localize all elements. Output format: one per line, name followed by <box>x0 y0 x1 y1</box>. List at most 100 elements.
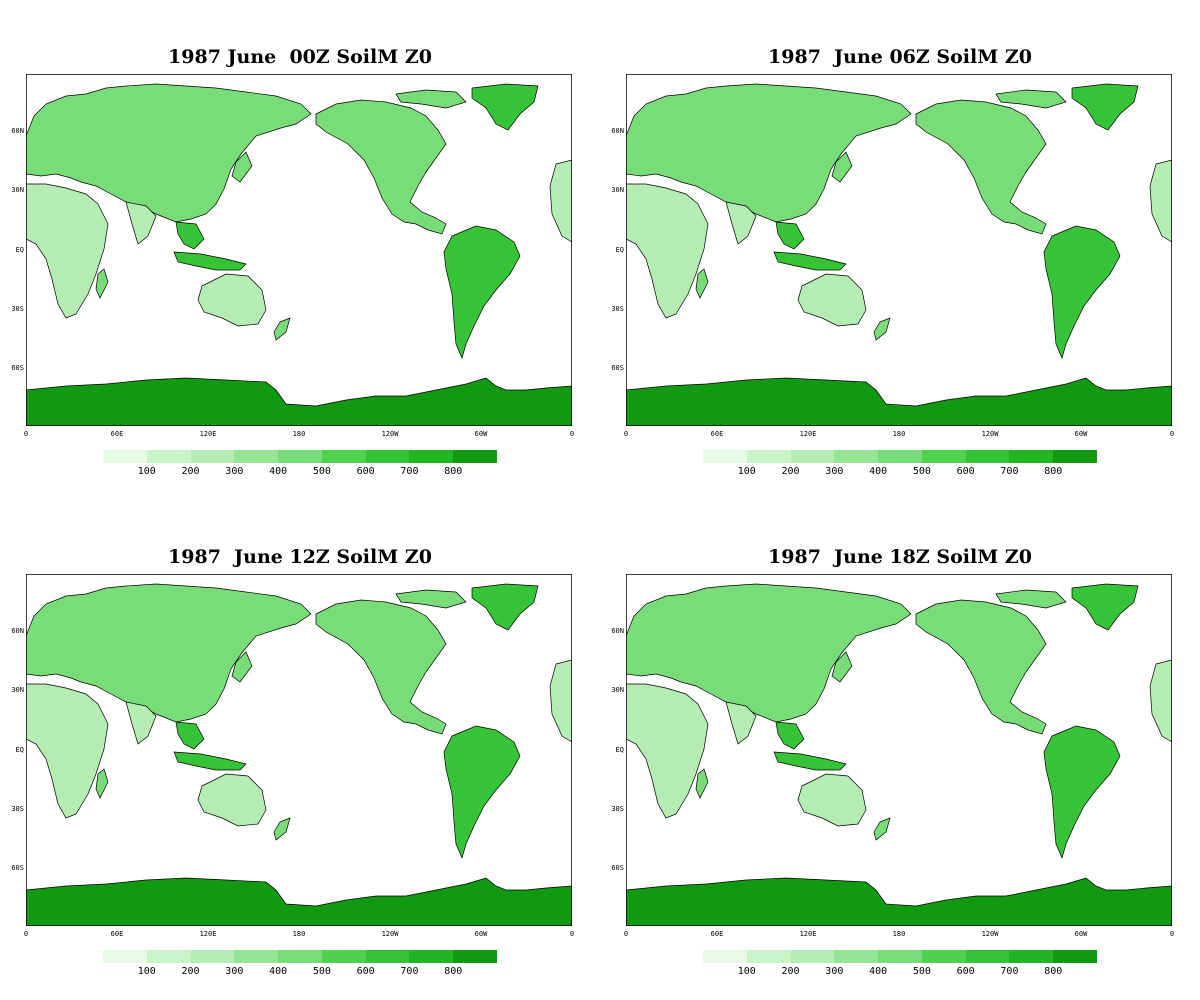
land-india <box>725 201 757 245</box>
colorbar-tick-label: 400 <box>269 466 288 477</box>
lon-label-120w: 120W <box>381 930 399 938</box>
land-north-america <box>915 99 1047 235</box>
lon-label-60e: 60E <box>710 430 724 438</box>
colorbar-swatch-2 <box>746 450 791 463</box>
lon-label-120e: 120E <box>199 430 217 438</box>
colorbar-swatch-4 <box>234 950 279 963</box>
colorbar-swatch-5 <box>878 450 922 463</box>
colorbar <box>103 950 498 963</box>
land-australia <box>797 773 867 827</box>
land-greenland <box>1071 83 1139 131</box>
colorbar-swatch-7 <box>365 950 410 963</box>
lon-label-60e: 60E <box>110 930 124 938</box>
colorbar-swatch-9 <box>1053 950 1098 963</box>
land-japan <box>231 151 253 183</box>
land-seasia <box>775 221 805 250</box>
land-eurasia <box>626 83 912 223</box>
colorbar-tick-label: 300 <box>825 466 844 477</box>
land-arctic-islands <box>395 589 467 609</box>
colorbar-ticks: 100 200 300 400 500 600 700 800 <box>703 466 1097 478</box>
lon-label-0: 0 <box>23 930 29 938</box>
lon-label-120e: 120E <box>199 930 217 938</box>
colorbar-swatch-9 <box>1053 450 1098 463</box>
colorbar <box>103 450 498 463</box>
colorbar-swatch-1 <box>103 950 147 963</box>
colorbar-tick-label: 300 <box>825 966 844 977</box>
land-antarctica <box>626 377 1172 426</box>
land-south-america <box>1043 225 1121 360</box>
land-africa-east-edge <box>1149 159 1172 243</box>
colorbar-tick-label: 400 <box>269 966 288 977</box>
colorbar-tick-label: 800 <box>1044 466 1063 477</box>
land-arctic-islands <box>395 89 467 109</box>
land-north-america <box>315 99 447 235</box>
colorbar-swatch-4 <box>234 450 279 463</box>
land-arctic-islands <box>995 89 1067 109</box>
lat-label-30n: 30N <box>11 686 24 694</box>
colorbar-tick-label: 800 <box>444 966 463 977</box>
colorbar-swatch-7 <box>965 450 1010 463</box>
land-indonesia <box>173 251 247 271</box>
lat-label-30s: 30S <box>11 305 24 313</box>
lat-label-60n: 60N <box>11 627 24 635</box>
land-south-america <box>1043 725 1121 860</box>
land-indonesia <box>773 251 847 271</box>
lat-label-60n: 60N <box>611 127 624 135</box>
land-south-america <box>443 225 521 360</box>
colorbar-swatch-8 <box>409 950 454 963</box>
colorbar-tick-label: 100 <box>737 966 756 977</box>
land-antarctica <box>26 377 572 426</box>
colorbar-tick-label: 100 <box>737 466 756 477</box>
lat-label-eq: EQ <box>15 746 24 754</box>
colorbar-tick-label: 300 <box>225 966 244 977</box>
lon-label-0-right: 0 <box>1169 930 1175 938</box>
lon-label-60w: 60W <box>1074 430 1088 438</box>
land-australia <box>197 273 267 327</box>
land-japan <box>231 651 253 683</box>
land-newzealand <box>273 317 291 341</box>
land-greenland <box>471 583 539 631</box>
panel-title: 1987 June 00Z SoilM Z0 <box>168 46 432 68</box>
land-greenland <box>1071 583 1139 631</box>
lon-label-120w: 120W <box>981 430 999 438</box>
land-arctic-islands <box>995 589 1067 609</box>
colorbar-tick-label: 400 <box>869 966 888 977</box>
lon-label-0-right: 0 <box>569 430 575 438</box>
lat-label-60s: 60S <box>11 364 24 372</box>
colorbar-tick-label: 700 <box>1000 466 1019 477</box>
colorbar-swatch-6 <box>921 950 966 963</box>
colorbar-swatch-1 <box>703 450 747 463</box>
colorbar-tick-label: 500 <box>312 466 331 477</box>
colorbar-tick-label: 200 <box>181 966 200 977</box>
land-north-america <box>315 599 447 735</box>
lat-label-eq: EQ <box>615 746 624 754</box>
colorbar <box>703 950 1098 963</box>
colorbar-tick-label: 700 <box>1000 966 1019 977</box>
colorbar-tick-label: 600 <box>356 466 375 477</box>
land-africa-east-edge <box>1149 659 1172 743</box>
soil-moisture-map <box>26 574 572 926</box>
land-seasia <box>175 721 205 750</box>
colorbar-tick-label: 200 <box>181 466 200 477</box>
soil-moisture-map <box>26 74 572 426</box>
land-japan <box>831 651 853 683</box>
lon-label-60e: 60E <box>110 430 124 438</box>
colorbar-swatch-6 <box>321 950 366 963</box>
colorbar-tick-label: 100 <box>137 966 156 977</box>
map-panel-3: 1987 June 12Z SoilM Z0 60N 30N EQ 30S 60… <box>0 500 600 1000</box>
colorbar-tick-label: 700 <box>400 966 419 977</box>
map-panel-2: 1987 June 06Z SoilM Z0 60N 30N EQ 30S 60… <box>600 0 1200 500</box>
land-madagascar <box>695 768 709 799</box>
colorbar-tick-label: 600 <box>956 966 975 977</box>
colorbar-swatch-6 <box>321 450 366 463</box>
colorbar-swatch-6 <box>921 450 966 463</box>
colorbar-swatch-5 <box>278 450 322 463</box>
colorbar-tick-label: 800 <box>444 466 463 477</box>
lon-label-180: 180 <box>292 430 306 438</box>
colorbar-swatch-9 <box>453 450 498 463</box>
lon-label-120e: 120E <box>799 430 817 438</box>
land-indonesia <box>773 751 847 771</box>
land-india <box>125 201 157 245</box>
lon-label-60e: 60E <box>710 930 724 938</box>
lon-label-120w: 120W <box>381 430 399 438</box>
